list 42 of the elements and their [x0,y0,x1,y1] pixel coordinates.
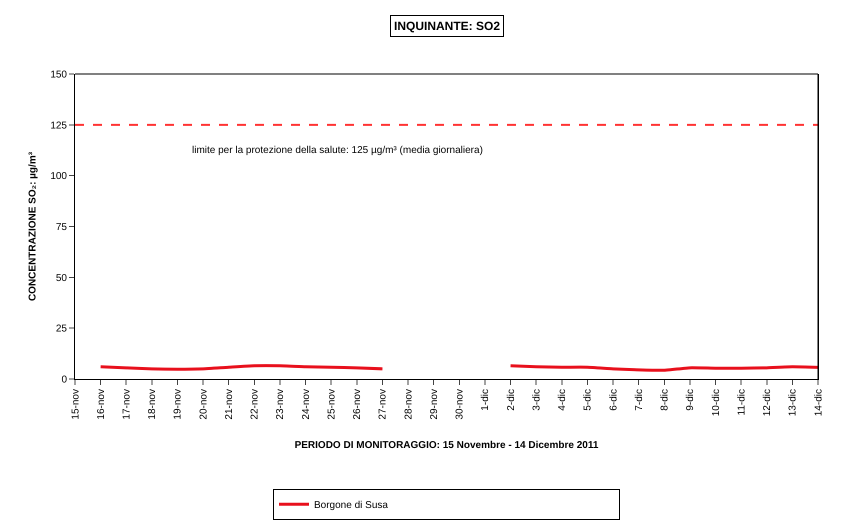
x-tick-label: 25-nov [326,389,338,420]
x-tick-label: 18-nov [147,389,158,420]
x-tick-label: 20-nov [198,389,210,420]
y-tick-label: 75 [56,222,68,233]
y-tick-label: 125 [50,120,68,132]
x-tick-label: 22-nov [250,389,261,420]
x-tick-label: 8-dic [660,389,671,411]
y-tick-label: 25 [56,324,68,335]
x-tick-label: 21-nov [224,389,235,420]
legend-label: Borgone di Susa [314,500,388,512]
x-tick-label: 15-nov [70,389,82,420]
x-tick-label: 11-dic [736,389,748,416]
ref-line-label: limite per la protezione della salute: 125 µg/m³ (media giornaliera) [192,145,483,156]
x-tick-label: 13-dic [788,389,799,416]
x-tick-label: 17-nov [121,389,132,420]
x-tick-label: 28-nov [403,389,414,420]
x-tick-label: 2-dic [506,389,517,411]
chart-title: INQUINANTE: SO2 [394,19,500,33]
x-tick-label: 30-nov [454,389,466,420]
y-tick-label: 0 [61,374,68,386]
x-tick-label: 29-nov [428,389,440,420]
x-axis-title: PERIODO DI MONITORAGGIO: 15 Novembre - 14 Dicembre 2011 [294,440,599,452]
x-tick-label: 26-nov [352,389,364,420]
x-tick-label: 24-nov [300,389,312,420]
x-tick-label: 5-dic [582,389,594,411]
x-tick-label: 3-dic [531,389,542,411]
x-tick-label: 12-dic [762,389,774,416]
y-tick-label: 150 [50,70,68,80]
x-tick-label: 14-dic [813,389,824,416]
x-tick-label: 27-nov [378,389,389,420]
x-tick-label: 19-nov [172,389,184,420]
x-tick-label: 9-dic [685,389,696,411]
x-tick-label: 6-dic [608,389,620,411]
x-tick-label: 10-dic [710,389,722,416]
y-tick-label: 50 [56,272,68,284]
x-tick-label: 23-nov [275,389,286,420]
x-tick-label: 16-nov [96,389,107,420]
x-tick-label: 4-dic [557,389,568,411]
x-tick-label: 1-dic [480,389,492,411]
y-tick-label: 100 [50,171,68,182]
y-axis-title: CONCENTRAZIONE SO₂: µg/m³ [27,151,38,302]
x-tick-label: 7-dic [634,389,645,411]
